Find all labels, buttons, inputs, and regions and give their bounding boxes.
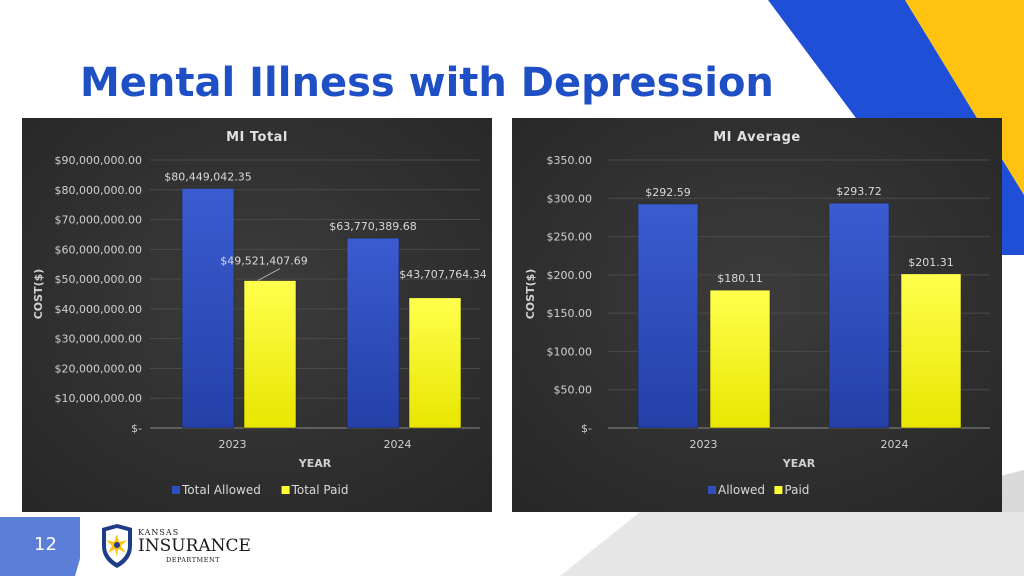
y-tick-label: $10,000,000.00: [55, 392, 142, 405]
logo-line-3: Department: [166, 556, 220, 564]
y-tick-label: $150.00: [547, 307, 593, 320]
kansas-insurance-logo: Kansas Insurance Department: [100, 522, 251, 570]
x-tick-label: 2024: [384, 438, 412, 451]
x-tick-label: 2024: [881, 438, 909, 451]
y-tick-label: $350.00: [547, 154, 593, 167]
y-axis-label: COST($): [524, 269, 537, 320]
page-tab-shape: [0, 517, 92, 576]
y-tick-label: $20,000,000.00: [55, 362, 142, 375]
y-tick-label: $-: [131, 422, 142, 435]
y-tick-label: $50,000,000.00: [55, 273, 142, 286]
logo-line-2: Insurance: [138, 536, 251, 556]
data-label: $43,707,764.34: [399, 268, 486, 281]
y-tick-label: $50.00: [554, 384, 593, 397]
bar-allowed-2023: [637, 203, 699, 429]
legend-swatch: [281, 486, 290, 494]
bar-paid-2023: [709, 289, 771, 429]
bar-paid-2024: [900, 273, 962, 429]
shield-icon: [102, 524, 132, 568]
data-label: $293.72: [836, 185, 882, 198]
bar-total-paid-2024: [408, 297, 462, 429]
bar-allowed-2024: [828, 202, 890, 429]
logo-line-1: Kansas: [138, 528, 180, 537]
y-tick-label: $90,000,000.00: [55, 154, 142, 167]
x-axis-label: YEAR: [782, 457, 816, 470]
page-number: 12: [34, 534, 57, 555]
legend-label: Allowed: [718, 483, 765, 497]
legend-swatch: [172, 486, 180, 494]
chart-mi-average-svg: MI Average $- $50.00 $100.00 $150.00 $200.00 $…: [512, 118, 1002, 512]
data-label: $292.59: [645, 186, 691, 199]
bar-total-paid-2023: [243, 280, 297, 429]
y-tick-label: $300.00: [547, 192, 593, 205]
bar-total-allowed-2024: [346, 237, 400, 429]
chart-mi-total-svg: MI Total $- $10,000,000.00 $20,000,000.00 $3…: [22, 118, 492, 512]
y-tick-label: $60,000,000.00: [55, 243, 142, 256]
y-tick-label: $40,000,000.00: [55, 303, 142, 316]
legend-label: Total Allowed: [181, 483, 261, 497]
x-axis-label: YEAR: [298, 457, 332, 470]
data-label: $180.11: [717, 272, 763, 285]
chart-title: MI Average: [713, 130, 801, 145]
data-label: $49,521,407.69: [220, 255, 307, 268]
page-number-tab: 12: [0, 517, 92, 576]
chart-mi-total: MI Total $- $10,000,000.00 $20,000,000.00 $3…: [22, 118, 492, 512]
slide-title: Mental Illness with Depression: [80, 60, 774, 106]
y-tick-label: $100.00: [547, 345, 593, 358]
data-label: $63,770,389.68: [329, 220, 416, 233]
data-label: $201.31: [908, 256, 954, 269]
bar-total-allowed-2023: [181, 188, 235, 429]
legend-label: Paid: [784, 483, 809, 497]
x-tick-label: 2023: [219, 438, 247, 451]
y-tick-label: $80,000,000.00: [55, 184, 142, 197]
legend-swatch: [774, 486, 783, 494]
x-tick-label: 2023: [690, 438, 718, 451]
data-label-leader: [257, 268, 281, 281]
y-tick-label: $30,000,000.00: [55, 333, 142, 346]
y-tick-label: $250.00: [547, 231, 593, 244]
legend-label: Total Paid: [291, 483, 349, 497]
y-tick-label: $70,000,000.00: [55, 214, 142, 227]
y-tick-label: $200.00: [547, 269, 593, 282]
y-tick-label: $-: [581, 422, 592, 435]
legend-swatch: [708, 486, 716, 494]
deco-gray-wedge: [560, 512, 1024, 576]
y-axis-label: COST($): [32, 269, 45, 320]
chart-title: MI Total: [226, 130, 288, 145]
chart-mi-average: MI Average $- $50.00 $100.00 $150.00 $200.00 $…: [512, 118, 1002, 512]
data-label: $80,449,042.35: [164, 170, 251, 183]
